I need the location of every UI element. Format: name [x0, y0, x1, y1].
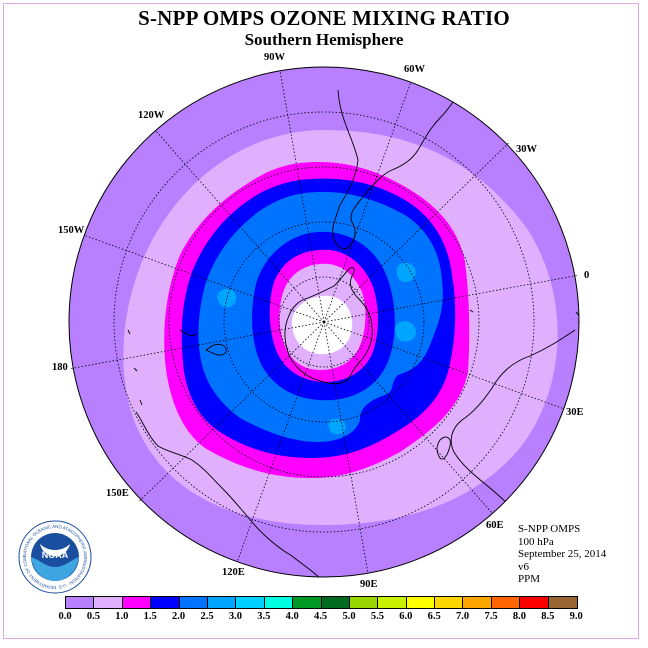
colorbar-tick-label: 8.5	[541, 611, 555, 622]
colorbar-tick-label: 2.0	[172, 611, 186, 622]
meridian-120E	[236, 321, 325, 562]
latitude-circle-80S	[278, 276, 370, 368]
colorbar-tick-label: 9.0	[569, 611, 583, 622]
colorbar-swatch	[236, 597, 265, 608]
colorbar-tick-label: 8.0	[512, 611, 526, 622]
colorbar-tick-label: 2.5	[200, 611, 214, 622]
colorbar-tick-label: 6.5	[427, 611, 441, 622]
colorbar-swatch	[207, 597, 237, 608]
colorbar-swatch	[378, 597, 407, 608]
colorbar-tick-label: 3.5	[257, 611, 271, 622]
longitude-label-90E: 90E	[360, 579, 378, 590]
colorbar-swatch	[66, 597, 95, 608]
colorbar-ticks: 0.0 0.5 1.0 1.5 2.0 2.5 3.0 3.5 4.0 4.5 5.0 5.5 6.0 6…	[0, 611, 648, 625]
map-title: S-NPP OMPS OZONE MIXING RATIO	[138, 6, 510, 30]
longitude-label-120W: 120W	[138, 110, 165, 121]
coastline-south-america	[332, 87, 463, 250]
colorbar-swatch	[491, 597, 521, 608]
globe-outline	[68, 66, 580, 578]
longitude-labels: 90W 60W 30W 0 30E 60E 90E 120E 150E 180 …	[52, 52, 589, 590]
coastline-australia	[135, 411, 323, 577]
colorbar-swatch	[520, 597, 549, 608]
meridian-90E	[323, 321, 369, 574]
figure-frame	[3, 3, 639, 639]
meridian-30W	[323, 142, 509, 323]
info-level: 100 hPa	[518, 535, 554, 548]
colorbar-swatch	[349, 597, 379, 608]
colorbar-swatch	[122, 597, 152, 608]
noaa-logo: NATIONAL OCEANIC AND ATMOSPHERIC ADMINIS…	[18, 520, 92, 594]
colorbar-tick-label: 5.5	[370, 611, 384, 622]
meridian-0	[323, 274, 578, 323]
noaa-logo-bird	[40, 544, 70, 556]
noaa-logo-wave	[31, 557, 79, 581]
colorbar-tick-label: 7.0	[456, 611, 470, 622]
meridian-30E	[323, 321, 564, 410]
colorbar-tick-label: 4.0	[285, 611, 299, 622]
meridian-60W	[323, 82, 412, 323]
info-block: S-NPP OMPS 100 hPa September 25, 2014 v6…	[518, 523, 606, 586]
colorbar-tick-label: 5.0	[342, 611, 356, 622]
colorbar-swatch	[94, 597, 123, 608]
map-subtitle: Southern Hemisphere	[244, 30, 404, 49]
colorbar-tick-label: 1.5	[143, 611, 157, 622]
graticule	[70, 70, 578, 574]
colorbar	[65, 596, 579, 609]
longitude-label-180: 180	[52, 362, 68, 373]
longitude-label-0: 0	[584, 270, 589, 281]
info-units: PPM	[518, 573, 541, 585]
colorbar-swatch	[406, 597, 436, 608]
longitude-label-150E: 150E	[106, 488, 129, 499]
longitude-label-60E: 60E	[486, 520, 504, 531]
colorbar-swatch	[264, 597, 294, 608]
field-level-3-0-b	[396, 262, 416, 283]
colorbar-tick-label: 3.0	[228, 611, 242, 622]
colorbar-swatch	[321, 597, 350, 608]
longitude-label-90W: 90W	[264, 52, 286, 63]
info-instrument: S-NPP OMPS	[518, 523, 581, 535]
meridian-120W	[155, 130, 325, 323]
latitude-circle-70S	[223, 221, 425, 423]
meridian-90W	[279, 70, 325, 323]
field-level-3-0-c	[395, 321, 417, 342]
colorbar-tick-label: 1.0	[115, 611, 129, 622]
colorbar-swatch	[548, 597, 578, 608]
colorbar-tick-label: 0.5	[86, 611, 100, 622]
colorbar-swatch	[435, 597, 464, 608]
colorbar-tick-label: 6.0	[399, 611, 413, 622]
colorbar-swatch	[179, 597, 208, 608]
noaa-logo-text: NOAA	[42, 550, 69, 560]
colorbar-swatch	[293, 597, 322, 608]
ozone-hole-center	[291, 295, 353, 355]
colorbar-swatch	[151, 597, 180, 608]
longitude-label-30E: 30E	[566, 407, 584, 418]
meridian-150W	[84, 234, 325, 323]
longitude-label-120E: 120E	[222, 567, 245, 578]
latitude-circle-60S	[168, 166, 480, 478]
longitude-label-150W: 150W	[58, 225, 85, 236]
longitude-label-30W: 30W	[516, 144, 538, 155]
latitude-circle-50S	[113, 111, 535, 533]
meridian-150E	[139, 321, 325, 502]
coastline-islands	[127, 309, 579, 406]
colorbar-tick-label: 7.5	[484, 611, 498, 622]
coastline-new-zealand	[179, 329, 227, 356]
colorbar-tick-label: 4.5	[314, 611, 328, 622]
info-version: v6	[518, 560, 529, 573]
field-level-3-0-a	[217, 288, 237, 308]
meridian-180	[70, 321, 325, 370]
longitude-label-60W: 60W	[404, 64, 426, 75]
colorbar-swatch	[463, 597, 492, 608]
coastline-madagascar	[436, 436, 451, 460]
info-date: September 25, 2014	[518, 548, 607, 560]
meridian-60E	[323, 321, 493, 514]
colorbar-tick-label: 0.0	[58, 611, 72, 622]
coastline-antarctic-peninsula	[284, 267, 373, 385]
